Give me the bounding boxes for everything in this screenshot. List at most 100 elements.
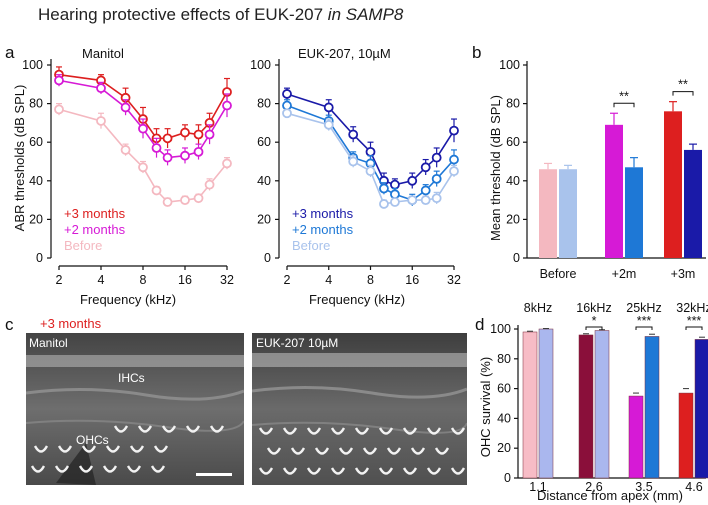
ohc-significance-label: *** <box>687 314 702 328</box>
hair-cell-bundle <box>306 427 322 435</box>
hair-cell-bundle <box>54 465 70 473</box>
euk207-data-point <box>449 154 459 165</box>
mean-category-label: +3m <box>671 267 696 281</box>
ohc-frequency-label: 8kHz <box>524 301 552 315</box>
mean-ytick-label: 40 <box>506 174 520 188</box>
abr-chart-manitol: Manitol ABR thresholds (dB SPL) Frequenc… <box>12 46 234 307</box>
hair-cell-bundle <box>113 425 129 433</box>
manitol-data-point <box>222 158 232 169</box>
ohc-bar-2.6 <box>594 330 610 479</box>
manitol-data-point <box>96 116 106 126</box>
euk207-data-point <box>282 108 292 119</box>
ohc-survival-chart: OHC survival (%) Distance from apex (mm)… <box>478 301 708 503</box>
hair-cell-bundle <box>426 427 442 435</box>
ohc-category-label: 1.1 <box>529 480 546 494</box>
hair-cell-bundle <box>30 465 46 473</box>
manitol-data-point <box>193 146 204 157</box>
abr-chart-euk207: EUK-207, 10µM Frequency (kHz) +3 months … <box>250 46 461 307</box>
micrograph-ihc-label: IHCs <box>118 371 145 385</box>
euk207-ytick-label: 0 <box>264 251 271 265</box>
manitol-data-point <box>180 195 190 206</box>
x-axis-label-ohc: Distance from apex (mm) <box>537 488 683 503</box>
mean-ytick-label: 20 <box>506 212 520 226</box>
mean-bar-Before <box>539 169 557 258</box>
legend-euk207-before: Before <box>292 238 330 253</box>
micrograph-manitol-art <box>26 333 244 485</box>
hair-cell-bundle <box>450 427 466 435</box>
ohc-frequency-label: 16kHz <box>576 301 611 315</box>
hair-cell-bundle <box>57 445 73 453</box>
manitol-ytick-label: 40 <box>29 174 43 188</box>
ohc-ytick-label: 0 <box>504 471 511 485</box>
ohc-bar-4.6 <box>694 339 708 479</box>
manitol-data-point <box>151 143 162 153</box>
legend-manitol-3m: +3 months <box>64 206 126 221</box>
hair-cell-bundle <box>426 467 442 475</box>
mean-ytick-label: 60 <box>506 135 520 149</box>
euk207-ytick-label: 20 <box>257 212 271 226</box>
manitol-data-point <box>204 129 215 140</box>
manitol-data-point <box>138 162 148 173</box>
hair-cell-bundle <box>410 447 426 455</box>
ohc-bar-1.1 <box>538 328 554 479</box>
euk207-series-line-0 <box>286 93 455 186</box>
manitol-data-point <box>180 150 190 161</box>
euk207-data-point <box>407 195 418 206</box>
hair-cell-bundle <box>81 445 97 453</box>
manitol-data-point <box>120 145 131 155</box>
ohc-category-label: 3.5 <box>635 480 652 494</box>
euk207-data-point <box>431 152 442 163</box>
manitol-ytick-label: 60 <box>29 135 43 149</box>
euk207-series-line-2 <box>286 112 455 205</box>
mean-ytick-label: 0 <box>513 251 520 265</box>
euk207-data-point <box>431 193 442 204</box>
manitol-data-point <box>222 100 232 111</box>
hair-cell-bundle <box>354 427 370 435</box>
euk207-xtick-label: 32 <box>447 273 461 287</box>
manitol-data-point <box>96 83 106 94</box>
hair-cell-bundle <box>129 445 145 453</box>
hair-cell-bundle <box>306 467 322 475</box>
hair-cell-bundle <box>185 425 201 433</box>
y-axis-label-mean: Mean threshold (dB SPL) <box>488 95 503 241</box>
micrograph-euk207-label: EUK-207 10µM <box>256 336 339 350</box>
euk207-xtick-label: 2 <box>284 273 291 287</box>
hair-cell-bundle <box>258 467 274 475</box>
hair-cell-bundle <box>161 425 177 433</box>
euk207-data-point <box>420 195 431 206</box>
ohc-ytick-label: 100 <box>490 322 511 336</box>
euk207-data-point <box>390 179 400 190</box>
hair-cell-bundle <box>126 465 142 473</box>
ohc-bar-3.5 <box>644 336 660 479</box>
hair-cell-bundle <box>290 447 306 455</box>
panel-letter-d: d <box>475 315 484 334</box>
ohc-significance-bracket <box>685 326 703 330</box>
mean-bar-+3m <box>664 111 682 258</box>
manitol-xtick-label: 2 <box>56 273 63 287</box>
hair-cell-bundle <box>378 427 394 435</box>
x-axis-label-euk207: Frequency (kHz) <box>309 292 405 307</box>
euk207-data-point <box>420 185 431 196</box>
hair-cell-bundle <box>137 425 153 433</box>
manitol-data-point <box>204 179 215 190</box>
mean-significance-bracket <box>613 102 635 108</box>
euk207-data-point <box>407 175 418 186</box>
hair-cell-bundle <box>282 427 298 435</box>
euk207-data-point <box>323 102 334 113</box>
ohc-bar-3.5 <box>628 395 644 479</box>
figure-title: Hearing protective effects of EUK-207 in… <box>38 5 404 24</box>
hair-cell-bundle <box>102 465 118 473</box>
hair-cell-bundle <box>209 425 225 433</box>
manitol-data-point <box>162 133 173 144</box>
euk207-data-point <box>348 156 359 167</box>
mean-bar-+2m <box>605 124 623 258</box>
mean-bar-+2m <box>625 167 643 258</box>
euk207-data-point <box>390 189 400 200</box>
ohc-ytick-label: 20 <box>497 441 511 455</box>
ohc-category-label: 2.6 <box>585 480 602 494</box>
hair-cell-bundle <box>434 447 450 455</box>
manitol-data-point <box>54 104 64 115</box>
ohc-bar-4.6 <box>678 392 694 479</box>
legend-euk207-2m: +2 months <box>292 222 354 237</box>
chart-title-manitol: Manitol <box>82 46 124 61</box>
